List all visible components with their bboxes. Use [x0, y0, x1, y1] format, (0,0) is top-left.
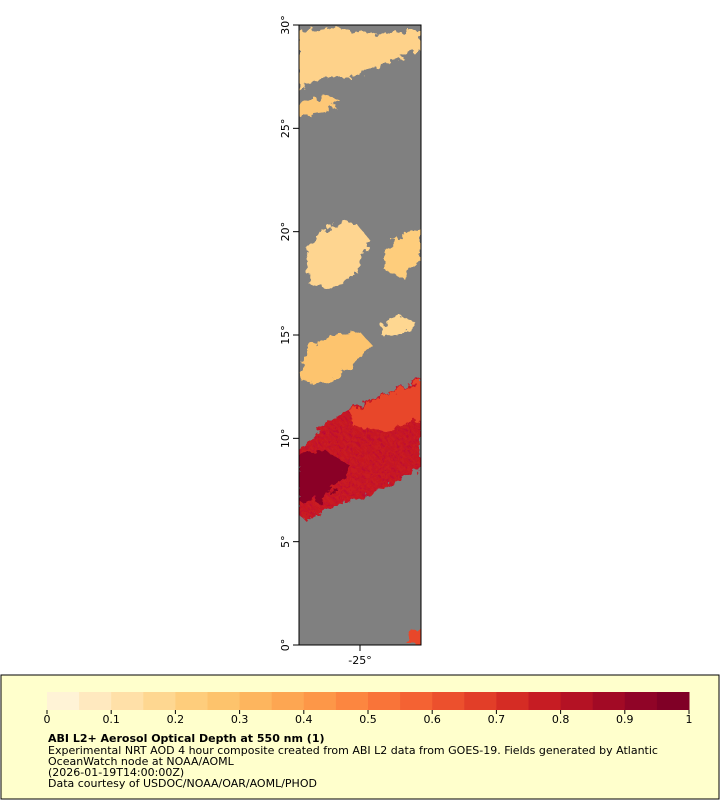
colorbar-swatch — [143, 692, 176, 710]
colorbar-tick-label: 0 — [44, 713, 51, 726]
colorbar-swatch — [656, 692, 690, 710]
lon-tick-label: -25° — [348, 654, 371, 667]
caption-title: ABI L2+ Aerosol Optical Depth at 550 nm … — [48, 732, 325, 745]
colorbar-swatch — [207, 692, 241, 710]
colorbar-swatch — [624, 692, 658, 710]
caption-line: (2026-01-19T14:00:00Z) — [48, 766, 184, 779]
colorbar-swatch — [303, 692, 337, 710]
colorbar-swatch — [111, 692, 144, 710]
colorbar-swatch — [175, 692, 208, 710]
colorbar-tick-label: 0.3 — [231, 713, 249, 726]
colorbar-swatch — [528, 692, 562, 710]
colorbar-swatch — [592, 692, 626, 710]
colorbar-tick-label: 0.8 — [552, 713, 570, 726]
colorbar-swatch — [560, 692, 594, 710]
caption-line: OceanWatch node at NOAA/AOML — [48, 755, 235, 768]
colorbar-tick-label: 0.7 — [488, 713, 506, 726]
aod-field — [299, 28, 421, 645]
colorbar-tick-label: 0.5 — [359, 713, 377, 726]
colorbar-swatch — [368, 692, 401, 710]
colorbar-tick-label: 0.9 — [616, 713, 634, 726]
colorbar-tick-label: 1 — [686, 713, 693, 726]
lat-tick-label: 20° — [279, 222, 292, 242]
colorbar-tick-label: 0.2 — [167, 713, 185, 726]
colorbar: 0 0.1 0.2 0.3 0.4 0.5 0.6 0.7 0.8 0.9 1 — [44, 692, 693, 726]
colorbar-tick-label: 0.6 — [423, 713, 441, 726]
colorbar-swatch — [400, 692, 433, 710]
lat-tick-label: 30° — [279, 15, 292, 35]
colorbar-swatch — [496, 692, 529, 710]
colorbar-swatch — [432, 692, 465, 710]
caption-line: Data courtesy of USDOC/NOAA/OAR/AOML/PHO… — [48, 777, 317, 790]
colorbar-swatch — [47, 692, 80, 710]
colorbar-swatch — [271, 692, 305, 710]
lat-tick-label: 25° — [279, 119, 292, 139]
colorbar-tick-label: 0.1 — [102, 713, 120, 726]
colorbar-tick-label: 0.4 — [295, 713, 313, 726]
caption-line: Experimental NRT AOD 4 hour composite cr… — [48, 744, 658, 757]
lat-tick-label: 10° — [279, 429, 292, 449]
lat-tick-label: 5° — [279, 535, 292, 548]
colorbar-swatch — [239, 692, 273, 710]
lat-tick-label: 0° — [279, 639, 292, 652]
map-panel — [298, 24, 422, 646]
colorbar-swatch — [335, 692, 369, 710]
lat-tick-label: 15° — [279, 325, 292, 345]
colorbar-swatch — [464, 692, 497, 710]
colorbar-swatch — [79, 692, 112, 710]
